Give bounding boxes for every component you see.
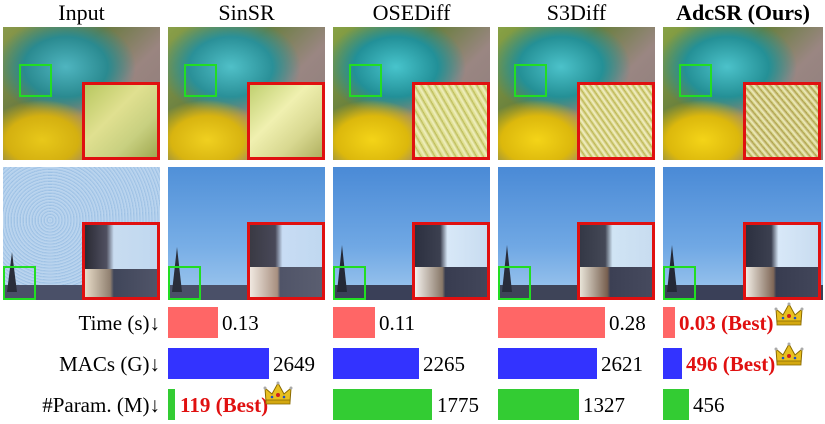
macs-bar-adcsr: [663, 348, 682, 379]
column-header-adcsr: AdcSR (Ours): [676, 0, 810, 25]
building-image-sinsr: [168, 167, 325, 300]
zoom-region-marker: [679, 64, 712, 97]
zoom-region-marker: [333, 266, 366, 300]
parrot-image-input: [3, 27, 160, 160]
column-header-osediff: OSEDiff: [372, 0, 451, 25]
macs-value-s3diff: 2621: [601, 352, 643, 376]
time-bar-s3diff: [498, 307, 605, 338]
building-image-s3diff: [498, 167, 655, 300]
zoom-region-marker: [19, 64, 52, 97]
zoomed-inset: [412, 82, 490, 160]
column-header-input: Input: [58, 0, 105, 25]
zoom-region-marker: [663, 266, 696, 300]
zoomed-inset: [743, 222, 821, 300]
column-header-sinsr: SinSR: [218, 0, 275, 25]
metric-label-macs: MACs (G)↓: [59, 352, 160, 376]
zoomed-inset: [577, 222, 655, 300]
time-value-osediff: 0.11: [379, 311, 415, 335]
crown-icon: [774, 342, 804, 366]
time-bar-osediff: [333, 307, 375, 338]
column-header-s3diff: S3Diff: [546, 0, 607, 25]
zoomed-inset: [247, 82, 325, 160]
metric-label-time: Time (s)↓: [78, 311, 161, 335]
param-value-osediff: 1775: [437, 393, 479, 417]
zoomed-inset: [82, 82, 160, 160]
parrot-image-s3diff: [498, 27, 655, 160]
zoomed-inset: [577, 82, 655, 160]
parrot-image-adcsr: [663, 27, 823, 160]
time-bar-adcsr: [663, 307, 675, 338]
zoomed-inset: [412, 222, 490, 300]
time-value-sinsr: 0.13: [222, 311, 259, 335]
param-bar-adcsr: [663, 389, 689, 420]
param-bar-osediff: [333, 389, 432, 420]
building-image-adcsr: [663, 167, 823, 300]
macs-value-adcsr-best: 496 (Best): [686, 352, 776, 376]
parrot-image-sinsr: [168, 27, 325, 160]
building-image-osediff: [333, 167, 490, 300]
macs-bar-s3diff: [498, 348, 597, 379]
zoom-region-marker: [498, 266, 531, 300]
macs-value-sinsr: 2649: [273, 352, 315, 376]
macs-bar-osediff: [333, 348, 419, 379]
metric-label-param: #Param. (M)↓: [42, 393, 160, 417]
zoom-region-marker: [184, 64, 217, 97]
param-bar-s3diff: [498, 389, 579, 420]
crown-icon: [774, 302, 804, 326]
time-bar-sinsr: [168, 307, 218, 338]
macs-value-osediff: 2265: [423, 352, 465, 376]
zoomed-inset: [743, 82, 821, 160]
macs-bar-sinsr: [168, 348, 269, 379]
zoom-region-marker: [349, 64, 382, 97]
param-value-adcsr: 456: [693, 393, 725, 417]
zoom-region-marker: [514, 64, 547, 97]
crown-icon: [263, 381, 293, 405]
time-value-adcsr-best: 0.03 (Best): [679, 311, 774, 335]
parrot-image-osediff: [333, 27, 490, 160]
param-bar-sinsr: [168, 389, 175, 420]
zoom-region-marker: [3, 266, 36, 300]
param-value-sinsr-best: 119 (Best): [180, 393, 269, 417]
param-value-s3diff: 1327: [583, 393, 625, 417]
zoom-region-marker: [168, 266, 201, 300]
building-image-input: [3, 167, 160, 300]
zoomed-inset: [247, 222, 325, 300]
time-value-s3diff: 0.28: [609, 311, 646, 335]
zoomed-inset: [82, 222, 160, 300]
